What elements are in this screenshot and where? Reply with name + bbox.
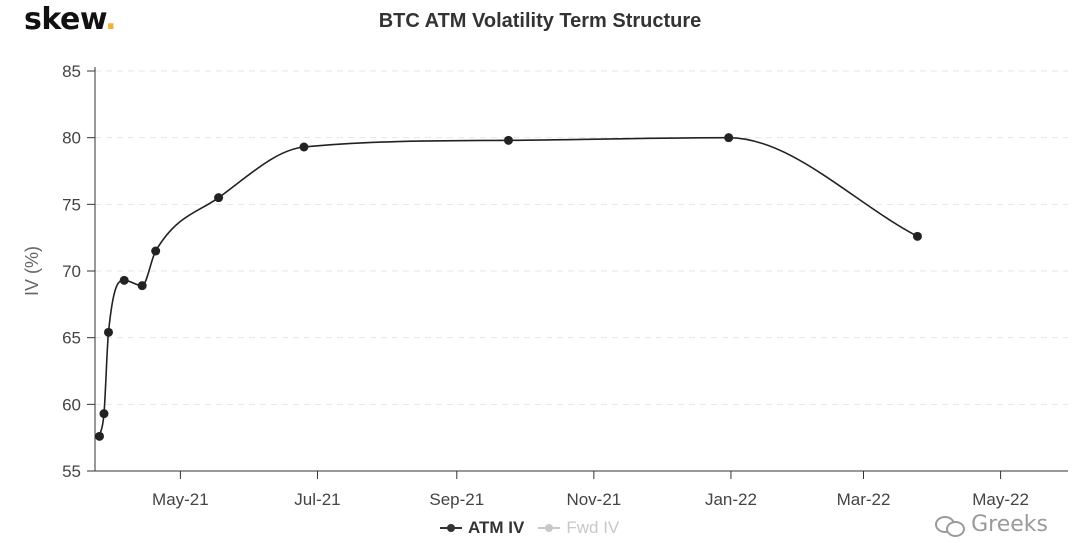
y-tick-label: 65 <box>62 329 81 348</box>
data-point <box>912 231 922 241</box>
axes: 55 60 65 70 75 80 85 May-21 Jul-21 Sep-21 Nov-21 Ja… <box>62 62 1068 509</box>
legend-label: ATM IV <box>468 518 525 537</box>
x-tick-label: May-21 <box>152 490 209 509</box>
legend-marker-icon <box>440 523 462 533</box>
y-tick-label: 80 <box>62 129 81 148</box>
chart-title: BTC ATM Volatility Term Structure <box>378 10 702 32</box>
x-tick-label: Mar-22 <box>837 490 891 509</box>
x-tick-label: Jan-22 <box>705 490 757 509</box>
data-point <box>99 409 109 419</box>
grid-lines <box>95 70 1068 405</box>
series-atm-iv <box>94 133 922 441</box>
data-point <box>103 327 113 337</box>
watermark: Greeks <box>935 512 1048 537</box>
data-point <box>724 133 734 143</box>
legend-marker-icon <box>538 523 561 533</box>
y-tick-label: 70 <box>62 262 81 281</box>
data-point <box>151 246 161 256</box>
y-tick-label: 85 <box>62 62 81 81</box>
legend-item-fwd-iv[interactable]: Fwd IV <box>538 518 619 538</box>
skew-logo: skew. <box>24 2 117 37</box>
data-point <box>94 431 104 441</box>
legend-item-atm-iv[interactable]: ATM IV <box>440 518 524 538</box>
series-line-atm-iv <box>98 136 918 437</box>
y-axis-title: IV (%) <box>22 246 42 296</box>
data-point <box>119 275 129 285</box>
x-tick-label: May-22 <box>972 490 1029 509</box>
legend: ATM IV Fwd IV <box>440 518 619 538</box>
wechat-icon <box>935 514 966 537</box>
legend-label: Fwd IV <box>566 518 620 537</box>
x-tick-label: Sep-21 <box>429 490 484 509</box>
x-tick-label: Jul-21 <box>294 490 340 509</box>
data-point <box>137 281 147 291</box>
data-point <box>214 193 224 203</box>
y-tick-label: 60 <box>62 395 81 414</box>
data-point <box>299 142 309 152</box>
x-tick-label: Nov-21 <box>566 490 621 509</box>
data-point <box>503 135 513 145</box>
y-tick-label: 55 <box>62 462 81 481</box>
y-tick-label: 75 <box>62 195 81 214</box>
watermark-text: Greeks <box>971 512 1048 537</box>
